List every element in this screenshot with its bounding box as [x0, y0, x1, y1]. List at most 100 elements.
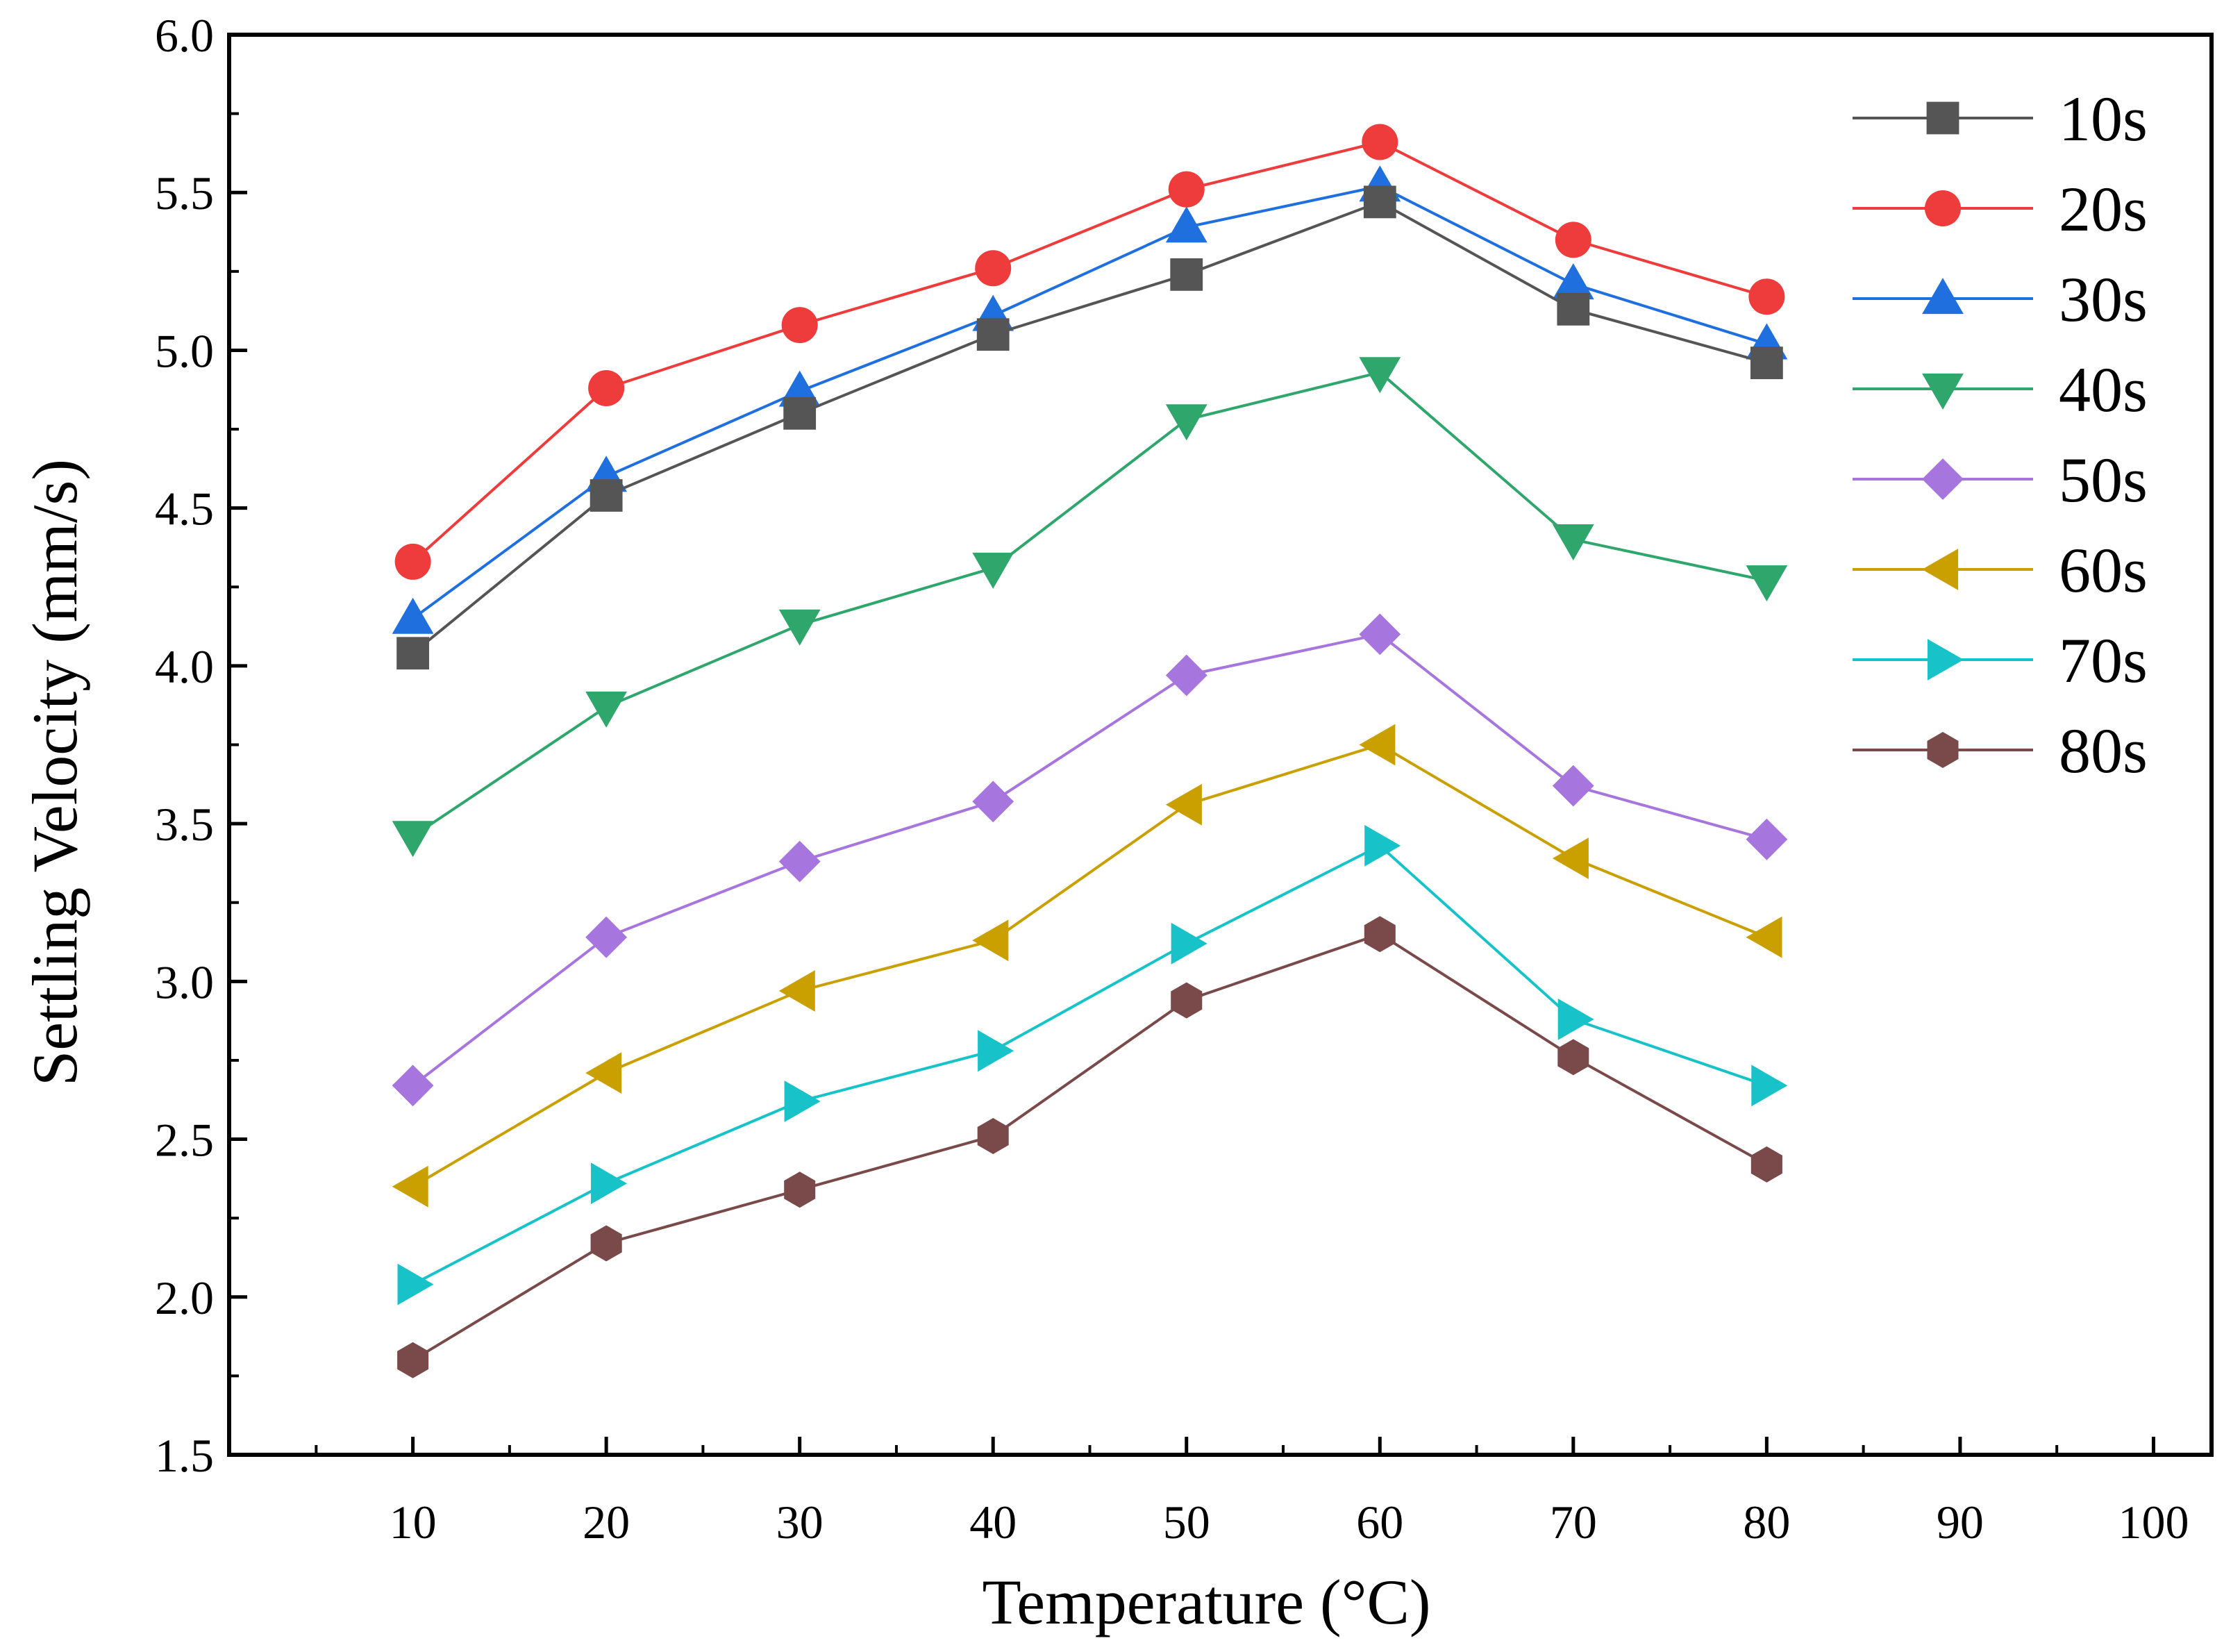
series-50s [392, 613, 1788, 1107]
y-tick-label-2.5: 2.5 [155, 1114, 214, 1167]
point-80s-40 [977, 1118, 1009, 1154]
y-tick-label-5: 5.0 [155, 324, 214, 377]
legend-marker-70s [1927, 639, 1964, 681]
point-10s-70 [1557, 292, 1590, 326]
legend-marker-30s [1922, 278, 1964, 315]
x-tick-label-30: 30 [776, 1496, 824, 1549]
series-60s [392, 724, 1782, 1208]
point-70s-30 [784, 1081, 821, 1122]
point-60s-50 [1165, 783, 1202, 826]
legend-label-60s: 60s [2059, 535, 2148, 606]
legend-marker-20s [1925, 190, 1961, 226]
point-70s-20 [591, 1162, 627, 1205]
legend-label-70s: 70s [2059, 625, 2148, 696]
series-70s [397, 825, 1788, 1305]
legend-marker-80s [1927, 732, 1959, 768]
legend-item-50s: 50s [1853, 444, 2148, 515]
legend-label-50s: 50s [2059, 444, 2148, 515]
y-tick-label-3: 3.0 [155, 956, 214, 1008]
point-20s-20 [588, 369, 625, 406]
legend-label-30s: 30s [2059, 264, 2148, 335]
x-tick-label-70: 70 [1550, 1496, 1597, 1549]
point-70s-80 [1751, 1065, 1788, 1107]
legend-label-20s: 20s [2059, 174, 2148, 244]
legend-item-30s: 30s [1853, 264, 2148, 335]
x-tick-label-20: 20 [583, 1496, 630, 1549]
x-tick-label-80: 80 [1743, 1496, 1790, 1549]
legend-item-80s: 80s [1853, 715, 2148, 786]
point-60s-70 [1552, 837, 1589, 879]
x-tick-label-60: 60 [1356, 1496, 1403, 1549]
point-50s-60 [1359, 613, 1401, 656]
legend-item-20s: 20s [1853, 174, 2148, 244]
legend-item-10s: 10s [1853, 83, 2148, 154]
point-20s-80 [1748, 278, 1785, 315]
point-40s-80 [1746, 565, 1788, 602]
point-30s-70 [1552, 263, 1594, 300]
y-axis-title: Settling Velocity (mm/s) [19, 459, 90, 1086]
series-80s [397, 916, 1782, 1378]
point-50s-20 [585, 916, 627, 958]
point-30s-50 [1165, 206, 1207, 243]
point-40s-10 [392, 821, 434, 858]
y-tick-label-4: 4.0 [155, 640, 214, 693]
point-20s-30 [781, 307, 818, 344]
point-70s-50 [1171, 922, 1207, 965]
point-10s-10 [396, 637, 430, 670]
point-60s-30 [778, 970, 815, 1012]
point-80s-30 [784, 1171, 816, 1208]
legend-marker-50s [1922, 458, 1964, 500]
series-line-30s [412, 184, 1767, 620]
y-tick-label-6: 6.0 [155, 9, 214, 62]
point-40s-60 [1359, 357, 1401, 394]
point-50s-30 [778, 840, 821, 883]
x-tick-label-10: 10 [390, 1496, 437, 1549]
point-50s-50 [1165, 654, 1207, 696]
point-10s-20 [590, 479, 623, 512]
series-line-20s [412, 140, 1767, 563]
point-40s-70 [1552, 524, 1594, 560]
point-50s-80 [1746, 818, 1788, 860]
point-10s-50 [1170, 258, 1203, 291]
point-70s-60 [1364, 825, 1401, 867]
legend-marker-10s [1926, 101, 1959, 135]
series-10s [396, 185, 1783, 670]
y-tick-label-2: 2.0 [155, 1271, 214, 1324]
point-80s-20 [590, 1225, 622, 1262]
y-tick-label-3.5: 3.5 [155, 798, 214, 851]
point-20s-60 [1362, 124, 1398, 160]
point-50s-70 [1552, 765, 1594, 807]
point-10s-80 [1750, 347, 1783, 380]
point-20s-40 [975, 250, 1012, 287]
point-40s-30 [778, 609, 821, 646]
point-40s-20 [585, 691, 627, 728]
point-60s-60 [1359, 724, 1396, 766]
legend-item-70s: 70s [1853, 625, 2148, 696]
x-tick-label-50: 50 [1163, 1496, 1210, 1549]
series-line-10s [412, 200, 1767, 655]
y-tick-label-4.5: 4.5 [155, 483, 214, 535]
series-line-60s [412, 743, 1768, 1188]
ticks-layer: 10 20 30 40 50 60 70 80 90 100 1.5 2.0 2.5 3.0 3.5 4.0 4… [155, 9, 2189, 1549]
legend-marker-40s [1922, 373, 1964, 410]
point-60s-80 [1746, 916, 1782, 958]
y-tick-label-5.5: 5.5 [155, 167, 214, 219]
legend-item-60s: 60s [1853, 535, 2148, 606]
point-60s-10 [392, 1165, 428, 1208]
point-20s-70 [1555, 222, 1591, 258]
point-80s-60 [1364, 916, 1396, 953]
point-50s-40 [972, 781, 1014, 823]
x-tick-label-100: 100 [2118, 1496, 2189, 1549]
point-40s-50 [1165, 404, 1207, 441]
point-80s-80 [1750, 1146, 1782, 1183]
legend-item-40s: 40s [1853, 354, 2148, 425]
point-80s-50 [1171, 982, 1203, 1019]
x-tick-label-40: 40 [969, 1496, 1017, 1549]
legend-label-40s: 40s [2059, 354, 2148, 425]
series-20s [394, 124, 1785, 580]
point-40s-40 [972, 552, 1014, 589]
point-60s-40 [972, 919, 1009, 962]
series-line-80s [412, 932, 1768, 1362]
